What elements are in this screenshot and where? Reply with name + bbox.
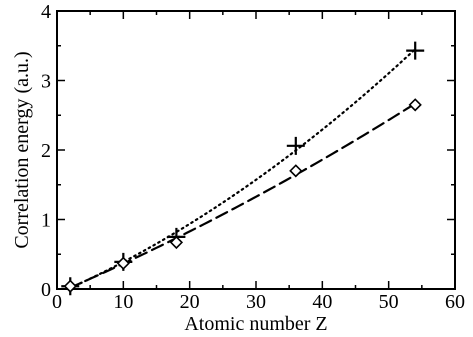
fit-curves: [69, 48, 417, 290]
y-tick-label: 3: [41, 71, 51, 93]
y-axis-title: Correlation energy (a.u.): [11, 51, 33, 248]
y-tick-labels: 0 1 2 3 4: [41, 1, 51, 301]
y-tick-label: 2: [41, 140, 51, 162]
x-tick-label: 10: [113, 291, 133, 313]
x-tick-label: 30: [246, 291, 266, 313]
plus-marker: [286, 136, 305, 155]
x-tick-label: 20: [180, 291, 200, 313]
x-axis-title: Atomic number Z: [184, 313, 327, 335]
axis-ticks: [56, 10, 456, 290]
plot-frame: [56, 10, 456, 290]
y-tick-label: 1: [41, 210, 51, 232]
x-tick-labels: 0 10 20 30 40 50 60: [52, 291, 465, 313]
y-tick-label: 4: [41, 1, 51, 23]
x-tick-label: 60: [445, 291, 465, 313]
dotted-fit-curve: [69, 48, 417, 290]
diamond-marker: [63, 279, 77, 293]
diamond-marker: [169, 235, 184, 250]
x-tick-label: 50: [379, 291, 399, 313]
data-markers: [61, 41, 425, 296]
plus-marker: [406, 41, 425, 60]
x-tick-label: 40: [312, 291, 332, 313]
x-tick-label: 0: [52, 291, 62, 313]
diamond-marker: [116, 256, 130, 270]
diamond-marker: [289, 164, 303, 178]
diamond-marker: [408, 98, 422, 112]
y-tick-label: 0: [41, 279, 51, 301]
